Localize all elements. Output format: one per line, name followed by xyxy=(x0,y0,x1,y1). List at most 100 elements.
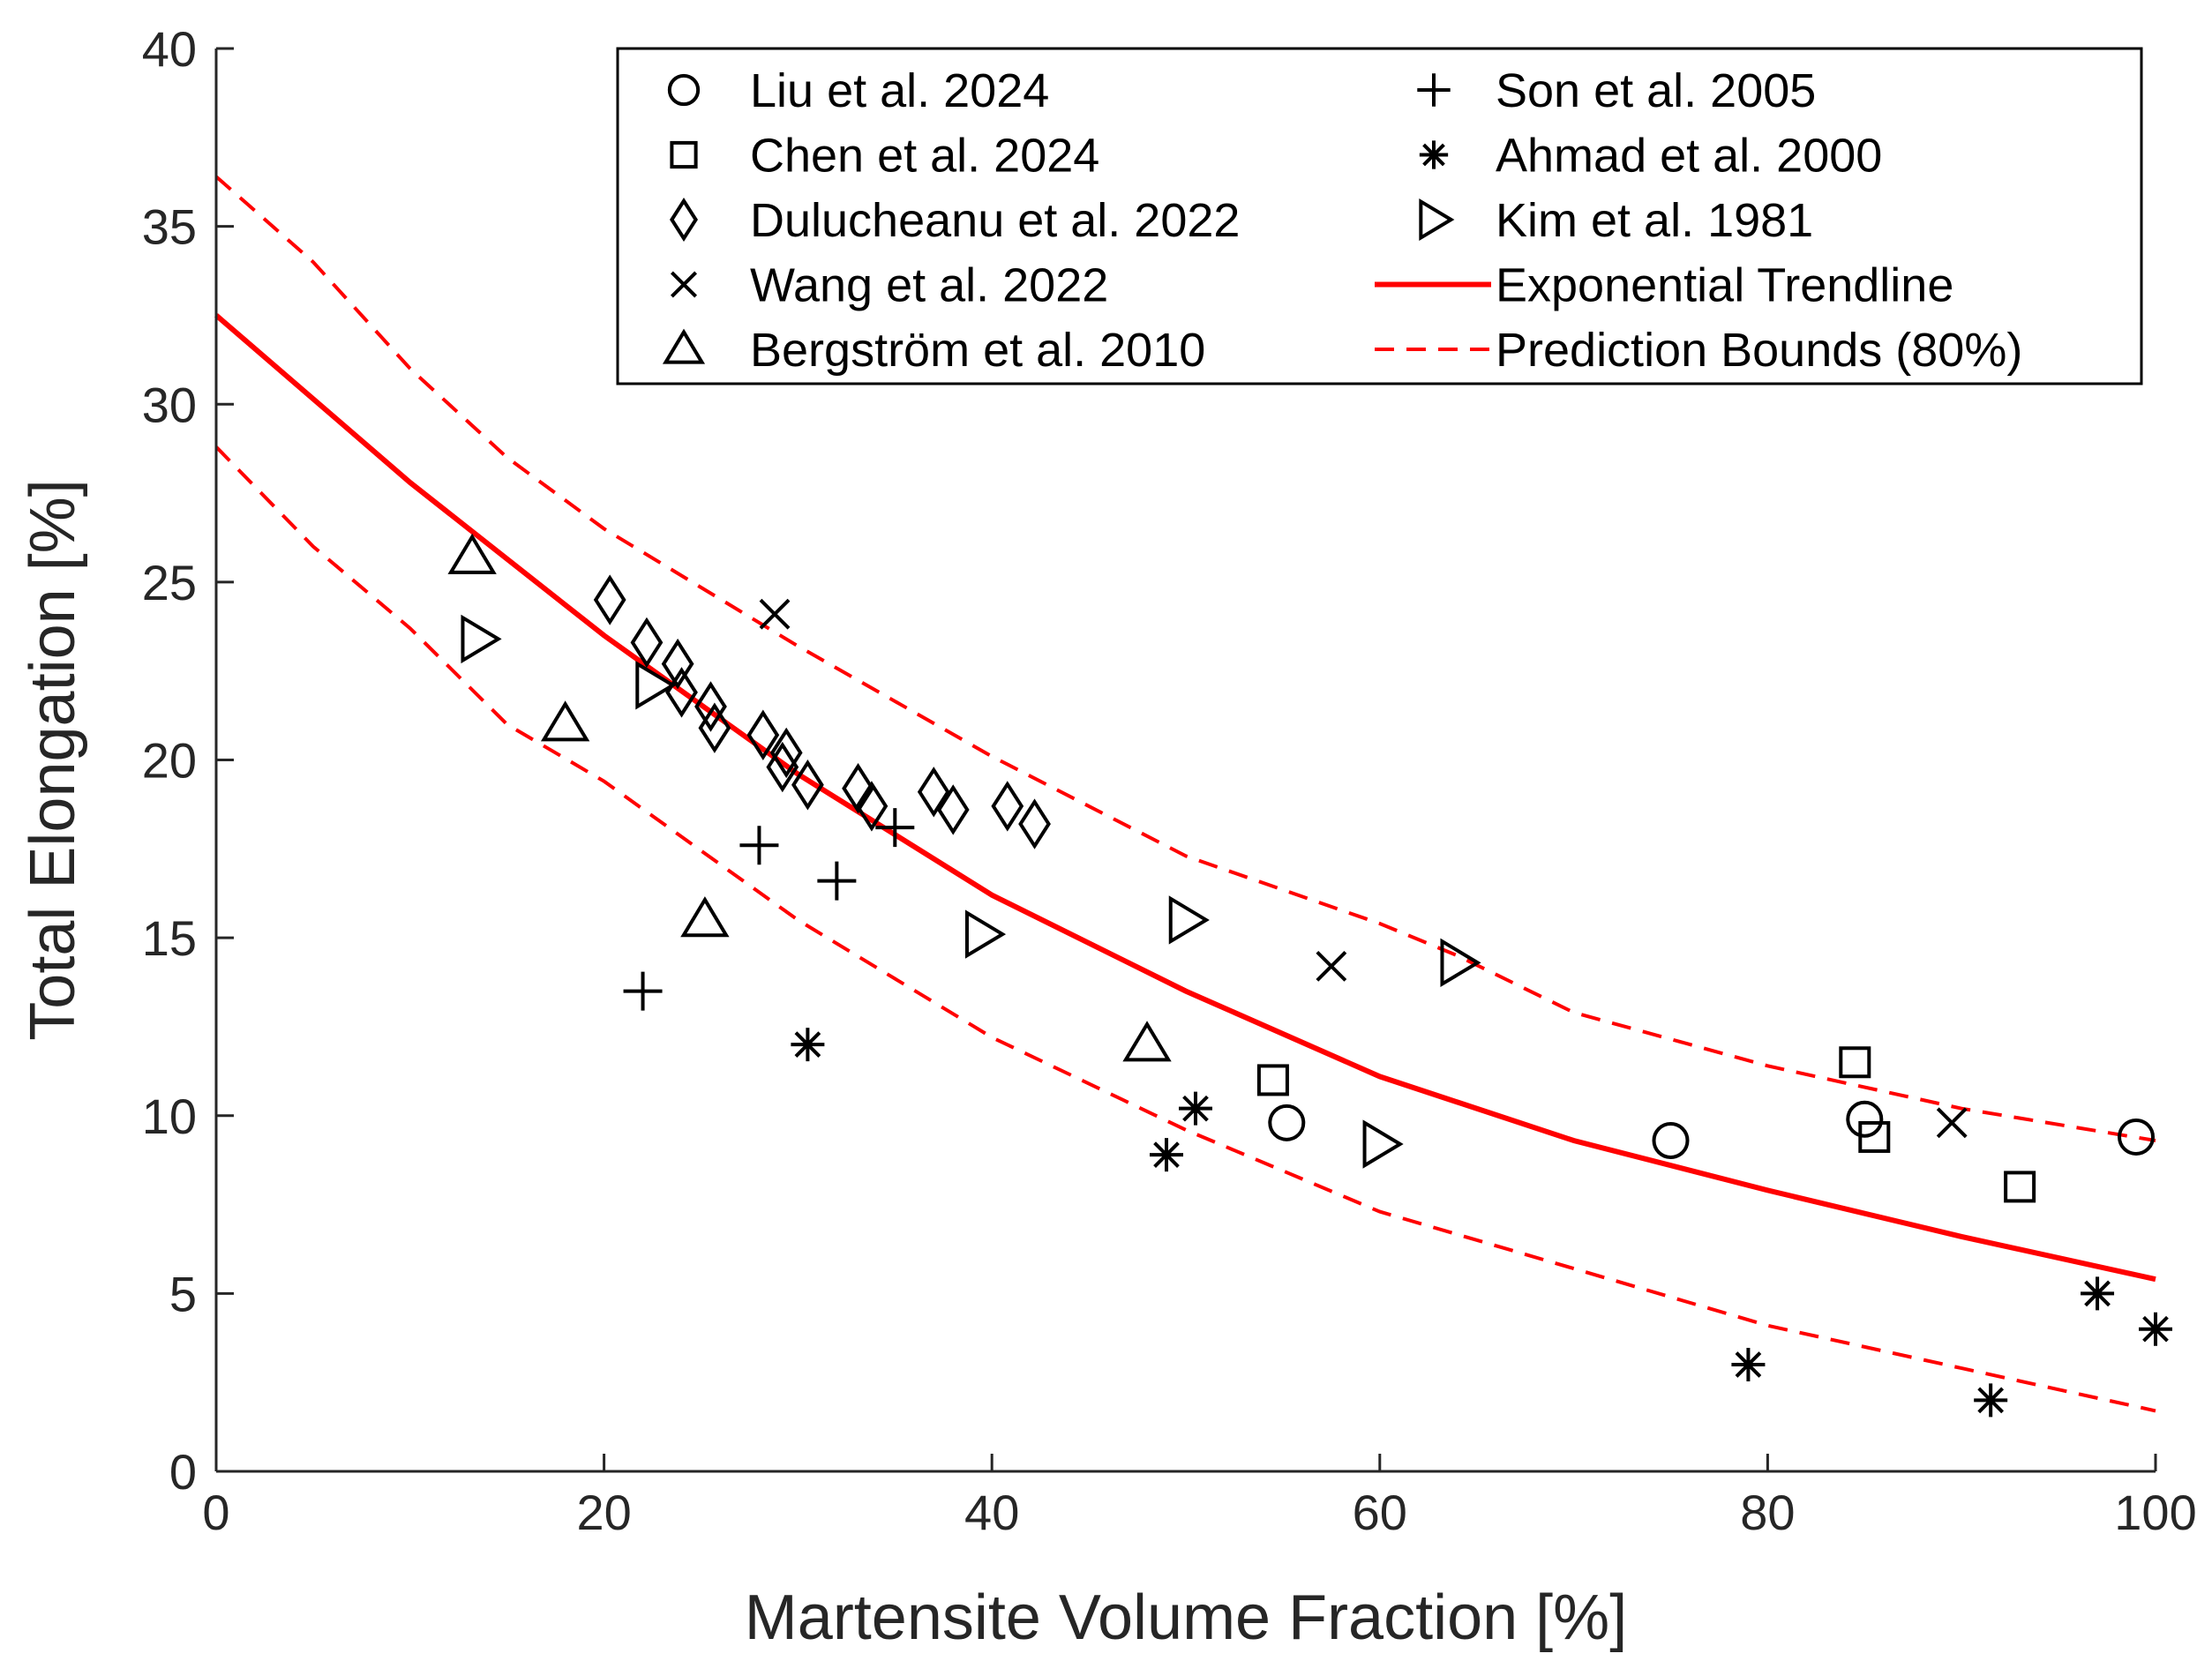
data-point-dulucheanu-et-al-2022-13 xyxy=(917,767,950,818)
y-tick-label: 30 xyxy=(142,377,197,432)
legend-label: Wang et al. 2022 xyxy=(750,259,1108,312)
data-point-liu-et-al-2024-1 xyxy=(1268,1104,1306,1141)
data-point-dulucheanu-et-al-2022-16 xyxy=(1018,798,1051,849)
legend-label: Ahmad et al. 2000 xyxy=(1496,130,1882,183)
legend-symbol xyxy=(670,271,698,298)
data-point-ahmad-et-al-2000-4 xyxy=(1731,1348,1766,1382)
legend-item-son-et-al-2005: Son et al. 2005 xyxy=(1417,64,1816,117)
data-point-son-et-al-2005-3 xyxy=(817,861,857,901)
series-bergstr-m-et-al-2010 xyxy=(447,533,1172,1062)
legend-item-chen-et-al-2024: Chen et al. 2024 xyxy=(670,130,1099,183)
data-point-dulucheanu-et-al-2022-15 xyxy=(991,781,1024,832)
x-tick-label: 80 xyxy=(1740,1485,1795,1540)
data-point-wang-et-al-2022-2 xyxy=(1316,950,1347,982)
data-point-liu-et-al-2024-3 xyxy=(1846,1100,1884,1138)
series-liu-et-al-2024 xyxy=(1268,1100,2156,1159)
prediction-bound-lower xyxy=(214,445,2156,1413)
legend-item-kim-et-al-1981: Kim et al. 1981 xyxy=(1419,194,1813,247)
trendline-layer xyxy=(214,175,2156,1413)
data-point-dulucheanu-et-al-2022-1 xyxy=(593,574,626,625)
legend-symbol xyxy=(662,328,706,364)
legend-item-exponential-trendline: Exponential Trendline xyxy=(1375,259,1953,312)
data-point-dulucheanu-et-al-2022-7 xyxy=(746,709,780,760)
legend-label: Exponential Trendline xyxy=(1496,259,1953,312)
x-tick-label: 20 xyxy=(576,1485,631,1540)
series-ahmad-et-al-2000 xyxy=(791,1028,2172,1418)
data-point-bergstr-m-et-al-2010-4 xyxy=(1122,1021,1172,1062)
legend-label: Son et al. 2005 xyxy=(1496,64,1816,117)
x-tick-label: 0 xyxy=(202,1485,229,1540)
y-tick-label: 0 xyxy=(169,1444,197,1500)
data-markers-layer xyxy=(447,533,2172,1418)
data-point-liu-et-al-2024-2 xyxy=(1652,1121,1690,1159)
y-tick-label: 5 xyxy=(169,1266,197,1321)
data-point-son-et-al-2005-4 xyxy=(875,808,915,848)
data-point-dulucheanu-et-al-2022-11 xyxy=(842,763,874,814)
y-tick-label: 35 xyxy=(142,199,197,255)
legend-label: Bergström et al. 2010 xyxy=(750,324,1205,377)
legend-item-dulucheanu-et-al-2022: Dulucheanu et al. 2022 xyxy=(670,194,1240,247)
legend-symbol xyxy=(670,198,698,242)
data-point-dulucheanu-et-al-2022-12 xyxy=(855,781,889,832)
data-point-bergstr-m-et-al-2010-2 xyxy=(540,700,590,742)
x-tick-label: 40 xyxy=(964,1485,1019,1540)
data-point-dulucheanu-et-al-2022-2 xyxy=(630,617,664,669)
legend-item-prediction-bounds-80: Prediction Bounds (80%) xyxy=(1375,324,2022,377)
legend-symbol xyxy=(1419,198,1455,242)
y-tick-label: 10 xyxy=(142,1089,197,1144)
y-tick-label: 15 xyxy=(142,910,197,966)
data-point-dulucheanu-et-al-2022-8 xyxy=(769,727,803,779)
data-point-ahmad-et-al-2000-7 xyxy=(2139,1312,2172,1346)
legend-item-bergstr-m-et-al-2010: Bergström et al. 2010 xyxy=(662,324,1205,377)
legend-label: Chen et al. 2024 xyxy=(750,130,1099,183)
data-point-ahmad-et-al-2000-1 xyxy=(791,1028,825,1062)
data-point-wang-et-al-2022-1 xyxy=(759,598,791,630)
data-point-bergstr-m-et-al-2010-1 xyxy=(447,533,497,574)
legend-symbol xyxy=(670,140,698,169)
legend-label: Liu et al. 2024 xyxy=(750,64,1049,117)
data-point-chen-et-al-2024-2 xyxy=(1839,1046,1871,1079)
legend-label: Prediction Bounds (80%) xyxy=(1496,324,2022,377)
data-point-bergstr-m-et-al-2010-3 xyxy=(680,896,730,938)
series-kim-et-al-1981 xyxy=(461,614,1481,1169)
legend-label: Kim et al. 1981 xyxy=(1496,194,1813,247)
data-point-ahmad-et-al-2000-5 xyxy=(1974,1383,2008,1418)
x-tick-label: 100 xyxy=(2114,1485,2196,1540)
data-point-ahmad-et-al-2000-2 xyxy=(1150,1138,1184,1172)
data-point-chen-et-al-2024-4 xyxy=(2004,1171,2036,1203)
legend: Liu et al. 2024 Chen et al. 2024 Duluchean… xyxy=(616,47,2143,385)
legend-symbol xyxy=(1417,73,1451,107)
data-point-kim-et-al-1981-6 xyxy=(1440,938,1481,988)
data-point-dulucheanu-et-al-2022-6 xyxy=(698,702,731,753)
y-tick-label: 20 xyxy=(142,733,197,789)
legend-label: Dulucheanu et al. 2022 xyxy=(750,194,1240,247)
data-point-dulucheanu-et-al-2022-9 xyxy=(766,741,799,793)
data-point-son-et-al-2005-2 xyxy=(739,826,779,865)
data-point-dulucheanu-et-al-2022-3 xyxy=(661,638,694,690)
axes: 0 20 40 60 80 100 0 5 10 15 20 25 30 35 40 xyxy=(142,21,2197,1540)
series-wang-et-al-2022 xyxy=(759,598,1968,1139)
series-son-et-al-2005 xyxy=(623,808,915,1011)
data-point-chen-et-al-2024-3 xyxy=(1858,1120,1891,1153)
legend-item-wang-et-al-2022: Wang et al. 2022 xyxy=(670,259,1108,312)
exponential-trendline xyxy=(214,313,2156,1283)
legend-symbol xyxy=(667,73,701,107)
x-axis-label: Martensite Volume Fraction [%] xyxy=(745,1582,1627,1653)
x-tick-label: 60 xyxy=(1353,1485,1407,1540)
legend-item-ahmad-et-al-2000: Ahmad et al. 2000 xyxy=(1419,130,1882,183)
data-point-wang-et-al-2022-3 xyxy=(1936,1107,1968,1139)
series-chen-et-al-2024 xyxy=(1256,1046,2036,1203)
data-point-kim-et-al-1981-1 xyxy=(461,614,502,664)
data-point-chen-et-al-2024-1 xyxy=(1256,1064,1289,1096)
data-point-liu-et-al-2024-4 xyxy=(2118,1118,2156,1156)
data-point-ahmad-et-al-2000-6 xyxy=(2081,1276,2115,1311)
legend-box xyxy=(616,47,2143,385)
y-axis-label: Total Elongation [%] xyxy=(18,479,88,1040)
data-point-kim-et-al-1981-3 xyxy=(964,909,1007,959)
data-point-kim-et-al-1981-2 xyxy=(635,661,677,710)
data-point-son-et-al-2005-1 xyxy=(623,971,663,1011)
y-tick-label: 25 xyxy=(142,555,197,610)
data-point-dulucheanu-et-al-2022-5 xyxy=(694,681,727,732)
data-point-dulucheanu-et-al-2022-10 xyxy=(791,759,824,811)
